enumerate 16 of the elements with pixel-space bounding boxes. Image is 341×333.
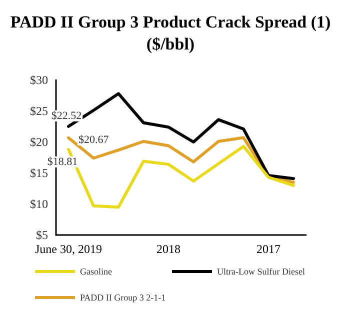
chart-title: PADD II Group 3 Product Crack Spread (1) ($/bbl): [10, 12, 331, 54]
y-tick-label: $15: [30, 166, 48, 180]
data-label: $20.67: [78, 134, 110, 146]
legend-label: Ultra-Low Sulfur Diesel: [216, 266, 306, 276]
data-label: $18.81: [47, 156, 78, 168]
legend-label: Gasoline: [80, 266, 112, 276]
y-tick-label: $5: [36, 228, 48, 242]
y-tick-label: $30: [30, 73, 48, 87]
y-tick-label: $10: [30, 197, 48, 211]
x-tick-label: June 30, 2019: [35, 242, 102, 256]
y-tick-label: $25: [30, 104, 48, 118]
x-tick-label: 2018: [156, 242, 180, 256]
data-label: $22.52: [51, 110, 82, 122]
x-tick-label: 2017: [256, 242, 280, 256]
y-tick-label: $20: [30, 135, 48, 149]
legend-label: PADD II Group 3 2-1-1: [80, 292, 166, 302]
